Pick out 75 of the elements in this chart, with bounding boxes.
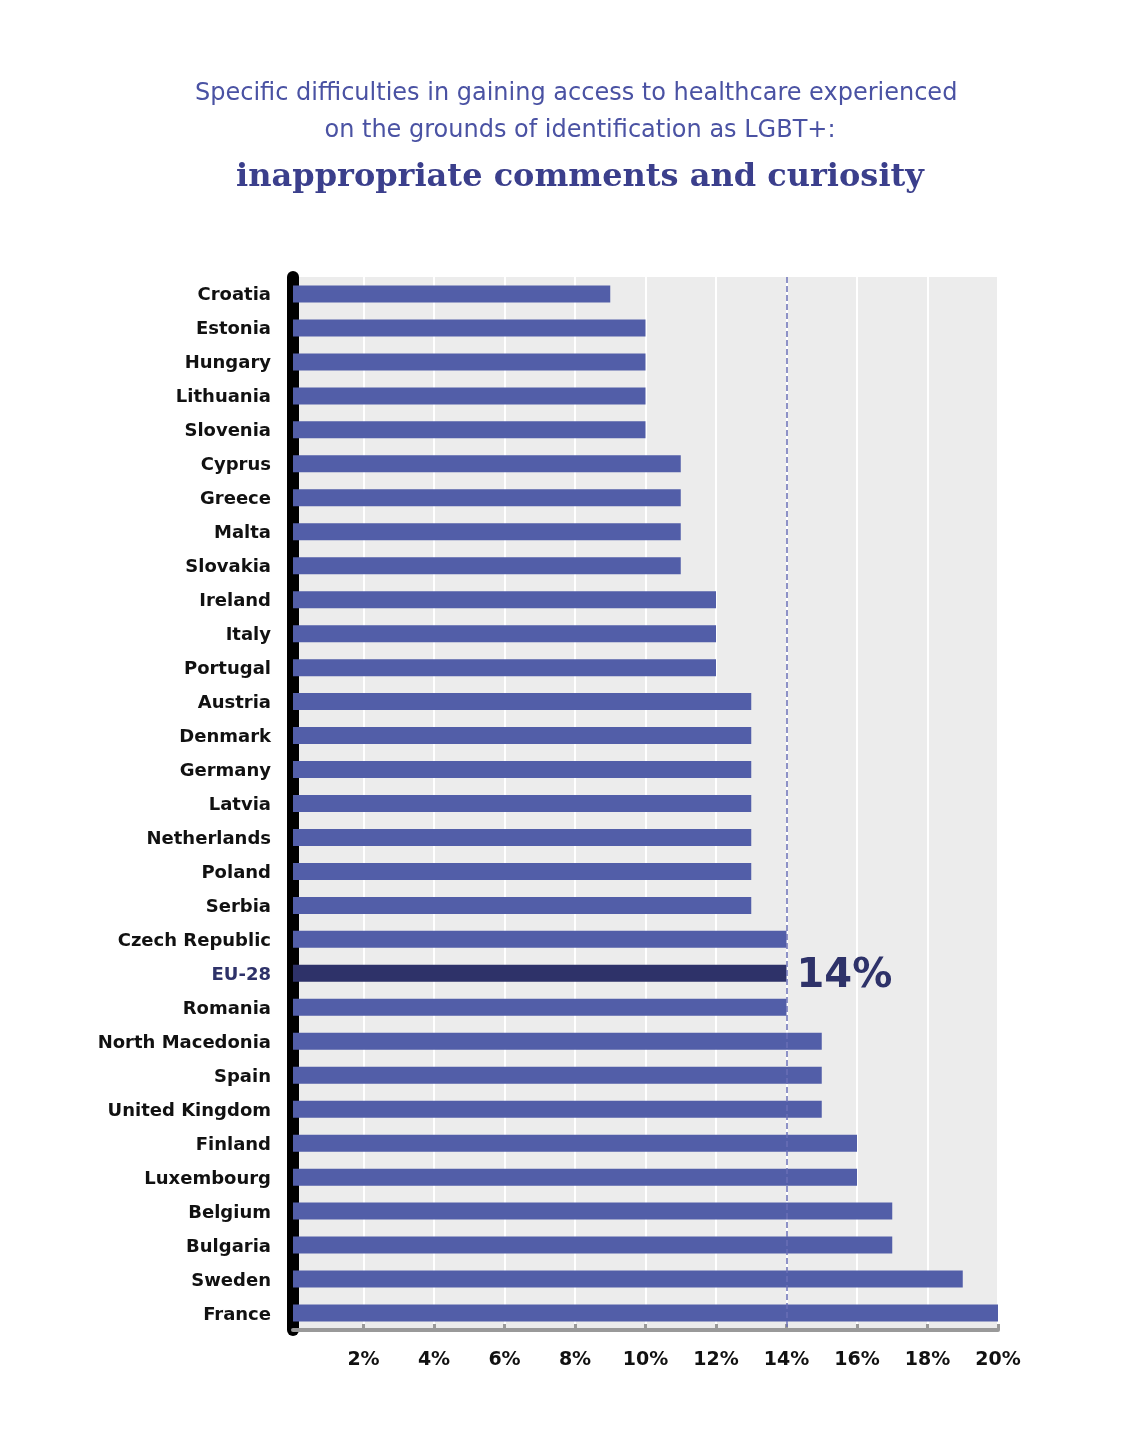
- bar: [293, 659, 716, 677]
- bar: [293, 1066, 822, 1084]
- y-tick-label: Cyprus: [200, 453, 271, 475]
- x-tick-label: 14%: [763, 1346, 810, 1369]
- bar: [293, 1202, 893, 1220]
- y-tick-label: Greece: [200, 487, 271, 509]
- y-tick-label: Latvia: [208, 793, 271, 814]
- y-tick-label: Estonia: [195, 317, 271, 339]
- y-tick-label: Germany: [179, 759, 272, 781]
- bar: [293, 557, 681, 575]
- y-tick-label: Austria: [197, 691, 271, 713]
- y-tick-label: Hungary: [184, 351, 272, 373]
- y-tick-label: United Kingdom: [107, 1098, 271, 1120]
- chart-subtitle: inappropriate comments and curiosity: [236, 156, 926, 194]
- bar: [293, 693, 752, 711]
- x-tick-label: 6%: [488, 1346, 521, 1369]
- y-tick-label: France: [203, 1302, 271, 1324]
- y-tick-label: Sweden: [191, 1268, 271, 1290]
- data-label: 14%: [796, 950, 893, 997]
- bar: [293, 591, 716, 609]
- bar: [293, 523, 681, 541]
- y-tick-label: Poland: [201, 860, 271, 882]
- bar: [293, 455, 681, 473]
- x-tick-label: 18%: [904, 1346, 951, 1369]
- y-tick-label: Romania: [182, 996, 271, 1018]
- y-tick-label: Italy: [225, 623, 272, 645]
- y-tick-label: Serbia: [205, 894, 271, 916]
- bar: [293, 1134, 857, 1152]
- bar: [293, 828, 752, 846]
- x-tick-label: 20%: [975, 1346, 1021, 1369]
- bar: [293, 1270, 963, 1288]
- bar: [293, 285, 611, 303]
- bar: [293, 625, 716, 643]
- y-tick-label: Lithuania: [175, 385, 271, 407]
- y-tick-label: Spain: [214, 1064, 271, 1086]
- bar: [293, 727, 752, 745]
- bar: [293, 387, 646, 405]
- y-tick-label: Croatia: [197, 283, 271, 305]
- x-tick-label: 16%: [834, 1346, 880, 1369]
- y-tick-label: Ireland: [199, 589, 271, 611]
- x-tick-label: 8%: [558, 1346, 592, 1369]
- y-tick-label: Luxembourg: [144, 1166, 271, 1188]
- y-tick-label: Portugal: [183, 657, 271, 679]
- y-tick-label: Slovenia: [184, 419, 271, 441]
- y-tick-label: Slovakia: [185, 555, 271, 577]
- x-tick-label: 12%: [693, 1346, 739, 1369]
- y-tick-label: Netherlands: [146, 826, 271, 848]
- bar: [293, 930, 787, 948]
- bar: [293, 319, 646, 337]
- y-tick-label: North Macedonia: [97, 1030, 271, 1052]
- x-tick-label: 10%: [622, 1346, 669, 1369]
- bar: [293, 421, 646, 439]
- bar: [293, 353, 646, 371]
- x-tick-label: 4%: [417, 1346, 451, 1369]
- y-tick-label: Czech Republic: [117, 928, 271, 950]
- bar: [293, 1032, 822, 1050]
- y-tick-label: Finland: [195, 1132, 271, 1154]
- bar: [293, 1304, 998, 1322]
- bar: [293, 1100, 822, 1118]
- bar: [293, 896, 752, 914]
- y-tick-label: Malta: [214, 521, 271, 543]
- bar: [293, 998, 787, 1016]
- x-tick-label: 2%: [347, 1346, 380, 1369]
- bar: [293, 761, 752, 779]
- bar: [293, 1168, 857, 1186]
- y-tick-label: Bulgaria: [186, 1234, 271, 1256]
- bar: [293, 862, 752, 880]
- bar: [293, 1236, 893, 1254]
- bar: [293, 795, 752, 812]
- y-tick-label: Denmark: [179, 725, 273, 747]
- chart-title: Specific difficulties in gaining access to healthcare experienced on the grounds of identification as LGBT+:: [195, 77, 965, 143]
- y-tick-label: Belgium: [188, 1200, 271, 1222]
- bar: [293, 489, 681, 507]
- y-tick-label: EU-28: [211, 962, 271, 984]
- bar: [293, 964, 787, 982]
